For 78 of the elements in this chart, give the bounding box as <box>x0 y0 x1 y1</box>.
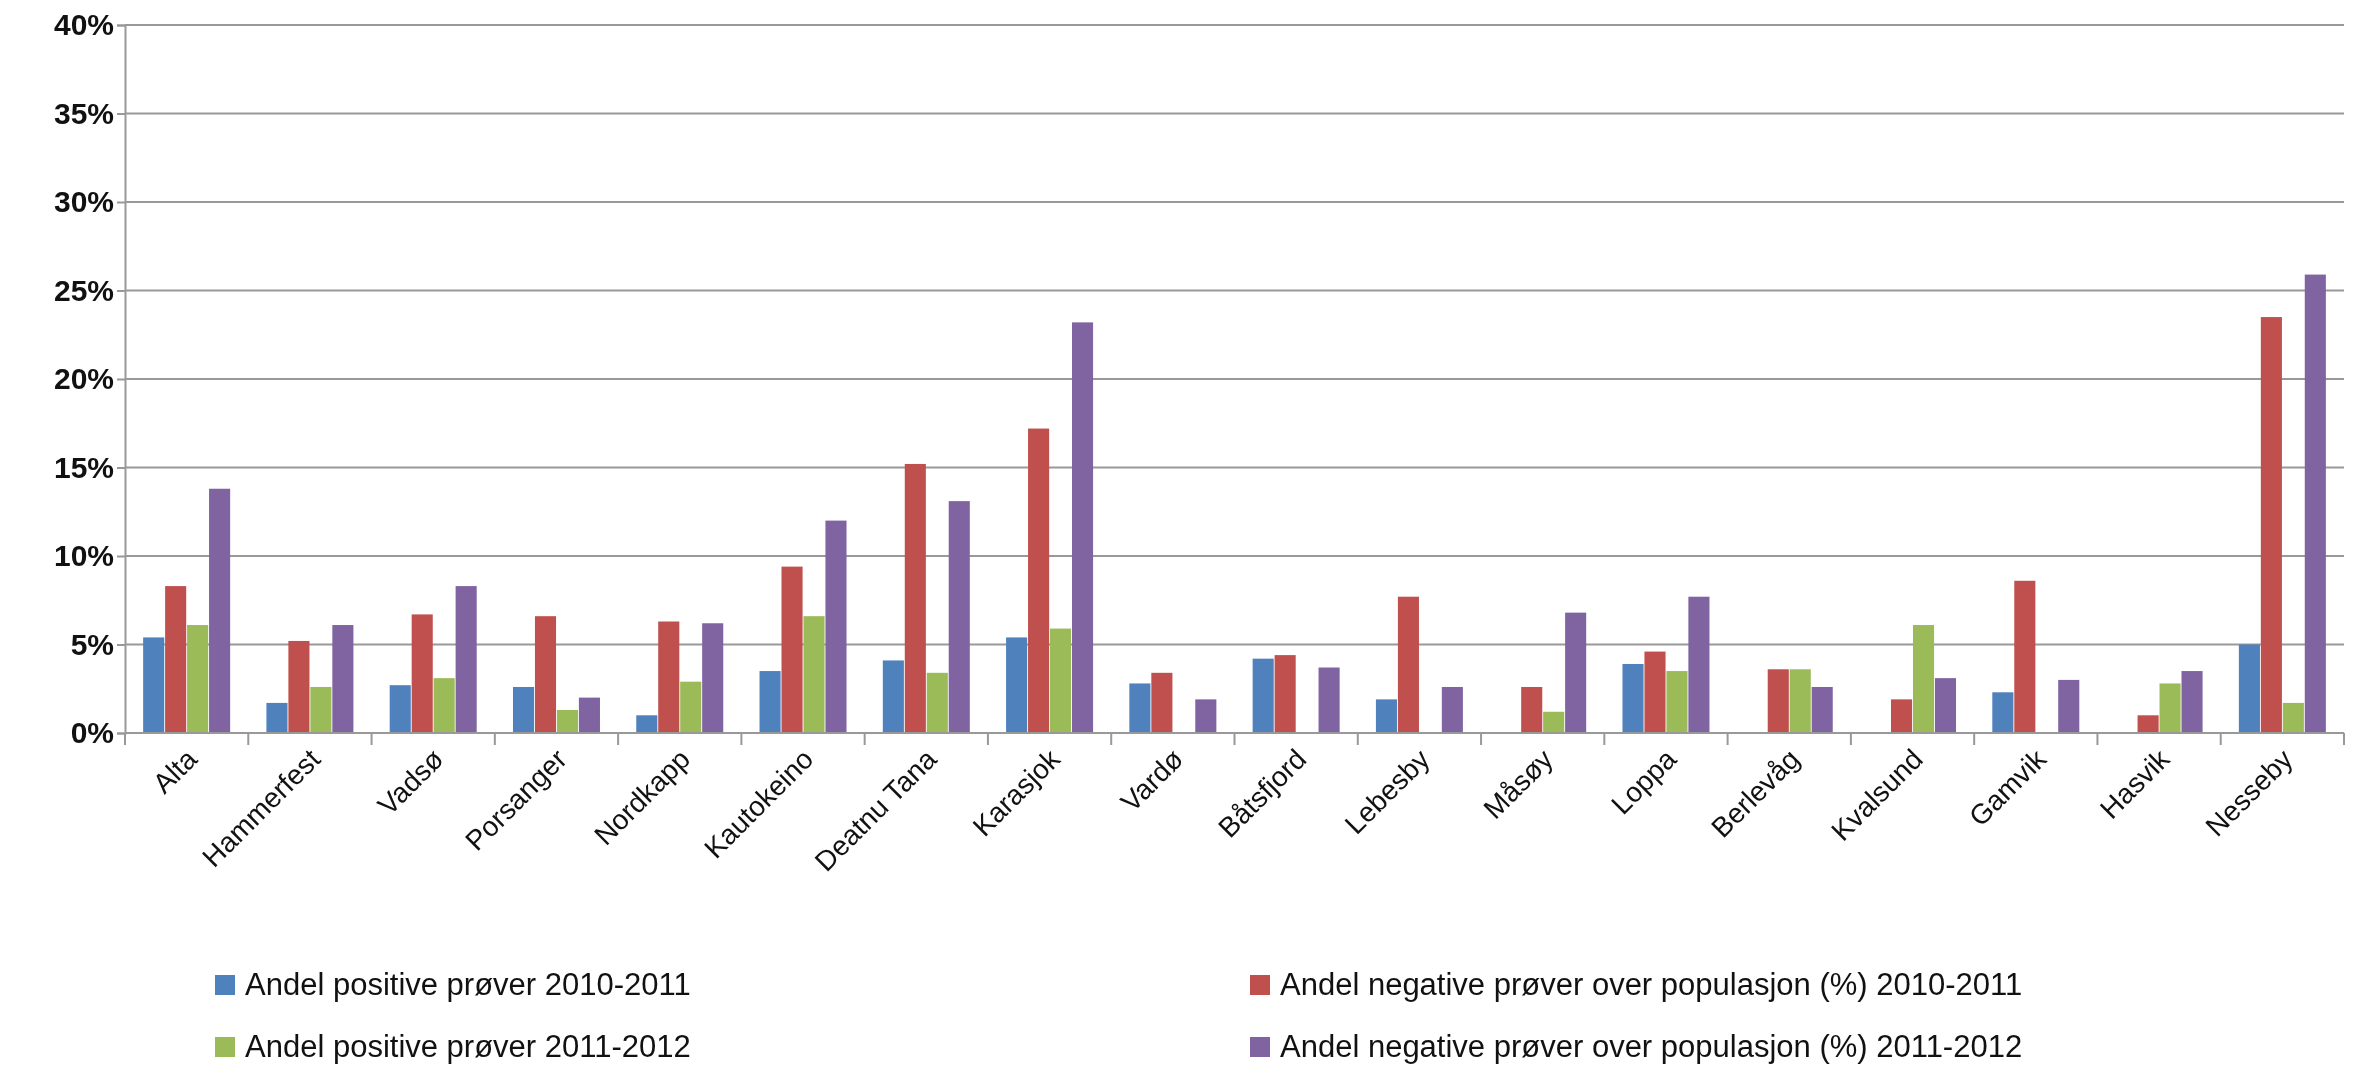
y-tick-label: 5% <box>70 627 114 661</box>
bar <box>2181 671 2203 733</box>
bar <box>1151 672 1173 733</box>
bar <box>1789 669 1811 733</box>
bar <box>534 616 557 733</box>
bar <box>1565 612 1587 733</box>
bar <box>1811 686 1833 733</box>
y-tick-label: 20% <box>53 362 114 396</box>
bar <box>1050 628 1072 733</box>
bar <box>1622 663 1644 733</box>
bar <box>209 488 231 733</box>
y-tick-label: 25% <box>53 273 114 307</box>
bar <box>389 685 411 733</box>
bar <box>803 616 825 733</box>
bar <box>1318 667 1340 733</box>
bar <box>165 586 187 733</box>
bar <box>1195 699 1217 733</box>
bar <box>1767 669 1789 733</box>
bar <box>556 709 578 733</box>
bar <box>578 697 600 733</box>
bar <box>1688 596 1710 733</box>
bar <box>680 681 702 733</box>
bar <box>882 660 904 733</box>
bar <box>1441 686 1463 733</box>
bar <box>2282 702 2304 733</box>
bar <box>948 501 970 733</box>
bar <box>2058 679 2080 733</box>
bar <box>702 623 724 733</box>
y-tick-label: 0% <box>70 716 114 750</box>
bar <box>288 640 310 733</box>
bar <box>1274 655 1296 733</box>
bar <box>2238 644 2260 733</box>
bar <box>1934 678 1957 733</box>
bar <box>332 625 354 733</box>
bar <box>759 671 781 733</box>
bar <box>455 586 477 733</box>
bar <box>658 621 680 733</box>
bar <box>310 686 332 733</box>
bar <box>1992 692 2014 733</box>
bar <box>1375 699 1398 733</box>
bar <box>1666 671 1688 733</box>
y-tick-label: 10% <box>53 539 114 573</box>
legend-label: Andel positive prøver 2011-2012 <box>245 1029 691 1064</box>
bar <box>926 672 948 733</box>
bar <box>2304 274 2326 733</box>
bar <box>825 520 847 733</box>
bar <box>2137 715 2159 733</box>
legend-label: Andel positive prøver 2010-2011 <box>245 967 691 1002</box>
bar <box>411 614 433 733</box>
bar <box>433 678 455 733</box>
bar <box>636 715 658 733</box>
bar <box>2159 683 2181 733</box>
bar <box>1006 637 1028 733</box>
y-tick-label: 40% <box>53 8 114 42</box>
bar <box>1644 651 1666 733</box>
y-tick-label: 30% <box>53 185 114 219</box>
bar <box>266 702 288 733</box>
bar <box>1521 686 1543 733</box>
bar <box>2014 580 2036 733</box>
legend-label: Andel negative prøver over populasjon (%) 2010-2011 <box>1280 967 2023 1002</box>
bar <box>904 463 926 733</box>
bar <box>512 686 535 733</box>
bar <box>1252 658 1274 733</box>
y-tick-label: 35% <box>53 96 114 130</box>
x-tick-label: Alta <box>146 743 204 800</box>
y-tick-label: 15% <box>53 450 114 484</box>
bar <box>1071 322 1094 733</box>
bar <box>781 566 803 733</box>
bar <box>1891 699 1913 733</box>
bar <box>2260 317 2282 733</box>
bar <box>1912 625 1935 733</box>
bar <box>1397 596 1419 733</box>
bar <box>1129 683 1151 733</box>
bar <box>143 637 165 733</box>
bar <box>187 625 209 733</box>
bar <box>1543 711 1565 733</box>
legend-label: Andel negative prøver over populasjon (%) 2011-2012 <box>1280 1029 2023 1064</box>
bar <box>1028 428 1050 733</box>
